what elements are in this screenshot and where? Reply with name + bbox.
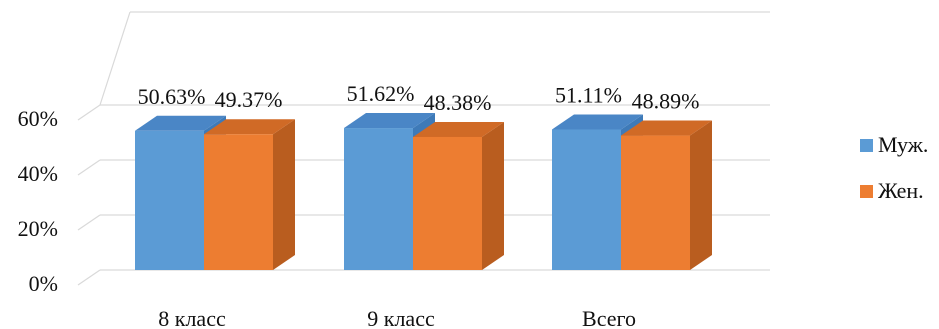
legend-entry: Муж. [860, 132, 928, 157]
bar-side [482, 121, 504, 270]
bar-front [413, 136, 482, 270]
legend-swatch [860, 139, 873, 152]
bar-top [552, 114, 643, 130]
gridline-depth [77, 269, 101, 286]
category-labels: 8 класс 9 класс Всего [158, 306, 636, 329]
legend-swatch [860, 185, 873, 198]
data-label: 49.37% [215, 87, 283, 112]
gridline-depth [77, 214, 101, 231]
y-axis-ticks: 0% 20% 40% 60% [18, 106, 58, 296]
data-label: 51.11% [555, 82, 622, 107]
bar-front [344, 128, 413, 270]
data-label: 51.62% [347, 81, 415, 106]
y-tick-label: 40% [18, 161, 58, 186]
data-label: 48.89% [632, 89, 700, 114]
bar [621, 120, 712, 271]
bar-front [621, 135, 690, 270]
bar-top [204, 119, 295, 135]
legend-entry: Жен. [860, 178, 924, 203]
y-tick-label: 20% [18, 216, 58, 241]
data-label: 50.63% [138, 84, 206, 109]
bar [204, 119, 295, 270]
bar-side [273, 119, 295, 270]
bar-front [552, 129, 621, 270]
bar-front [204, 134, 273, 270]
category-label: 9 класс [367, 306, 435, 329]
gridline-depth [77, 159, 101, 176]
gridline-top [99, 11, 131, 106]
bar-front [135, 130, 204, 270]
bar-top [344, 113, 435, 129]
bar-top [621, 120, 712, 136]
legend: Муж. Жен. [860, 132, 928, 203]
category-label: 8 класс [158, 306, 226, 329]
bar [413, 121, 504, 270]
legend-label: Жен. [878, 178, 924, 203]
bar-top [413, 121, 504, 137]
data-label: 48.38% [424, 90, 492, 115]
bars [135, 113, 712, 271]
bar-top [135, 115, 226, 131]
legend-label: Муж. [878, 132, 928, 157]
y-tick-label: 0% [29, 271, 58, 296]
gridline-depth [77, 104, 101, 121]
data-labels: 50.63% 49.37% 51.62% 48.38% 51.11% 48.89% [138, 81, 700, 115]
category-label: Всего [582, 306, 636, 329]
y-tick-label: 60% [18, 106, 58, 131]
bar-side [690, 120, 712, 271]
